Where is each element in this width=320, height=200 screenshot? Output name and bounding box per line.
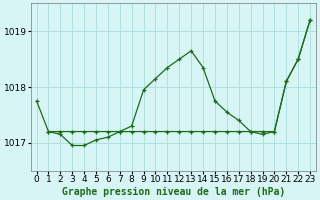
X-axis label: Graphe pression niveau de la mer (hPa): Graphe pression niveau de la mer (hPa) (62, 186, 285, 197)
